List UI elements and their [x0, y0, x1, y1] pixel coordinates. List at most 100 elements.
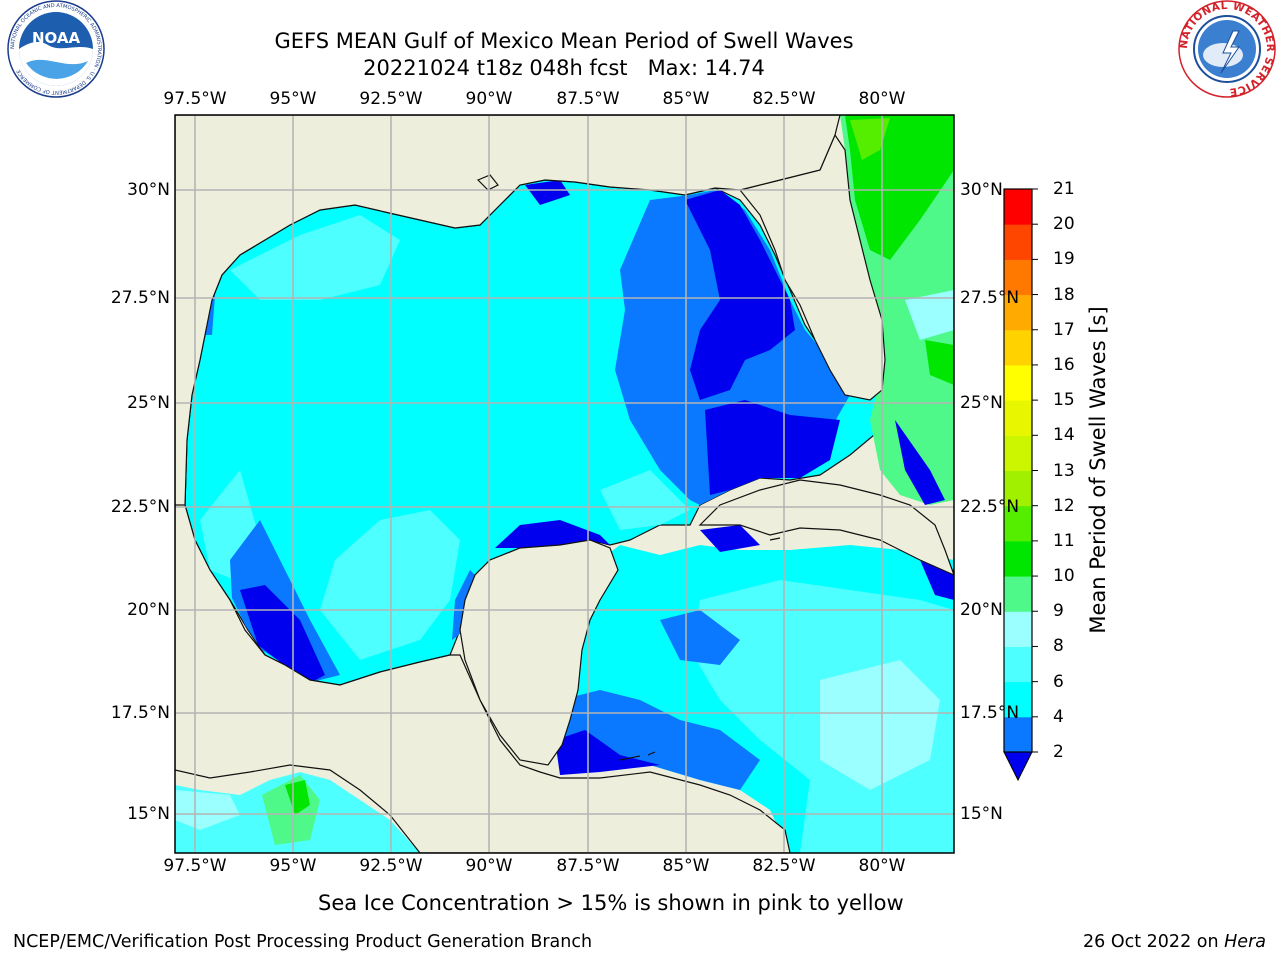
colorbar-band-13-14: [1004, 435, 1032, 471]
lon-label-top-3: 90°W: [465, 89, 513, 109]
lon-label-top-7: 80°W: [858, 89, 906, 109]
swell-8-9-bahamas: [905, 290, 954, 340]
colorbar-tick-label-0: 21: [1053, 179, 1075, 199]
colorbar-ticks: [1032, 188, 1038, 753]
colorbar-band-16-17: [1004, 329, 1032, 366]
colorbar-tick-label-12: 9: [1053, 601, 1064, 622]
colorbar-band-11-12: [1004, 505, 1032, 542]
colorbar-band-19-20: [1004, 224, 1032, 260]
lat-label-left-1: 27.5°N: [110, 288, 170, 308]
colorbar: [1003, 188, 1038, 782]
gridlines: [175, 115, 954, 853]
swell-8-9-pacific: [175, 790, 240, 830]
lon-label-top-4: 87.5°W: [556, 89, 620, 109]
lon-label-bottom-7: 80°W: [858, 856, 906, 876]
colorbar-tick-label-3: 18: [1053, 284, 1075, 305]
lon-label-bottom-6: 82.5°W: [752, 856, 816, 876]
lon-label-top-1: 95°W: [269, 89, 317, 109]
colorbar-title: Mean Period of Swell Waves [s]: [1086, 306, 1110, 634]
colorbar-tick-label-4: 17: [1053, 319, 1075, 340]
chart-title: GEFS MEAN Gulf of Mexico Mean Period of …: [274, 29, 854, 53]
swell-0-2-east-gulf: [685, 190, 795, 400]
lat-label-left-0: 30°N: [127, 180, 170, 200]
swell-0-2-cuba-south: [700, 525, 760, 552]
lon-label-bottom-2: 92.5°W: [359, 856, 423, 876]
lon-label-top-5: 85°W: [662, 89, 710, 109]
colorbar-tick-label-16: 2: [1053, 742, 1064, 762]
swell-6-8-nw: [230, 215, 400, 300]
colorbar-band-12-13: [1004, 470, 1032, 507]
swell-10-11-east: [925, 340, 954, 385]
colorbar-bands: [1004, 189, 1032, 753]
footer-date-text: 26 Oct 2022 on: [1083, 932, 1225, 952]
colorbar-tick-label-7: 14: [1053, 425, 1075, 446]
colorbar-band-20-21: [1004, 189, 1032, 225]
colorbar-band-18-19: [1004, 259, 1032, 296]
lat-label-left-3: 22.5°N: [110, 497, 170, 517]
colorbar-tick-label-2: 19: [1053, 249, 1075, 270]
swell-0-2-bahamas: [895, 420, 945, 505]
lon-label-top-0: 97.5°W: [163, 89, 227, 109]
colorbar-band-9-10: [1004, 576, 1032, 612]
colorbar-tick-label-15: 4: [1053, 706, 1064, 727]
lon-label-bottom-5: 85°W: [662, 856, 710, 876]
footer-credit: NCEP/EMC/Verification Post Processing Pr…: [13, 932, 593, 952]
swan-islands: [619, 751, 656, 761]
swell-0-2-honduras: [555, 730, 660, 775]
colorbar-band-6-8: [1004, 646, 1032, 683]
colorbar-tick-label-10: 11: [1053, 530, 1075, 551]
colorbar-band-15-16: [1004, 364, 1032, 401]
map-area: [175, 115, 954, 853]
lon-label-bottom-4: 87.5°W: [556, 856, 620, 876]
colorbar-band-2-4: [1004, 716, 1032, 753]
colorbar-extend-triangle: [1003, 751, 1033, 782]
colorbar-tick-label-13: 8: [1053, 636, 1064, 657]
lat-label-right-3: 22.5°N: [960, 497, 1020, 517]
colorbar-band-8-9: [1004, 611, 1032, 647]
lat-label-right-1: 27.5°N: [960, 288, 1020, 308]
colorbar-tick-label-11: 10: [1053, 566, 1075, 587]
lat-label-right-0: 30°N: [960, 180, 1003, 200]
swell-0-2-florida-straits: [705, 400, 840, 495]
swell-11-12-atlantic: [850, 118, 890, 160]
cayman-islands: [769, 537, 781, 541]
lat-label-right-2: 25°N: [960, 393, 1003, 413]
colorbar-band-10-11: [1004, 540, 1032, 577]
swell-10-11-pacific: [285, 780, 310, 815]
footer-host: Hera: [1224, 932, 1266, 952]
swell-0-2-north-coast: [525, 180, 570, 205]
swell-2-4-mid-caribbean: [660, 610, 740, 665]
colorbar-tick-label-5: 16: [1053, 354, 1075, 375]
colorbar-band-17-18: [1004, 294, 1032, 331]
lon-label-bottom-1: 95°W: [269, 856, 317, 876]
colorbar-tick-label-1: 20: [1053, 214, 1075, 235]
lat-label-left-5: 17.5°N: [110, 703, 170, 723]
map-frame: [174, 114, 955, 854]
yucatan-peninsula: [459, 539, 619, 766]
lat-label-right-4: 20°N: [960, 600, 1003, 620]
lat-label-right-5: 17.5°N: [960, 703, 1020, 723]
swell-6-8-east: [600, 470, 690, 530]
footer-date: 26 Oct 2022 on Hera: [1083, 932, 1266, 952]
lat-label-left-6: 15°N: [127, 804, 170, 824]
chart-subtitle: 20221024 t18z 048h fcst Max: 14.74: [363, 56, 765, 80]
sea-ice-note: Sea Ice Concentration > 15% is shown in …: [318, 891, 904, 915]
colorbar-band-4-6: [1004, 681, 1032, 718]
lon-label-top-6: 82.5°W: [752, 89, 816, 109]
colorbar-tick-label-14: 6: [1053, 671, 1064, 692]
florida-peninsula: [738, 133, 886, 401]
swell-6-8-south: [320, 510, 460, 660]
colorbar-tick-label-6: 15: [1053, 390, 1075, 411]
mississippi-delta: [476, 174, 499, 191]
central-america: [175, 469, 791, 853]
swell-8-9-caribbean: [820, 660, 940, 790]
colorbar-band-14-15: [1004, 400, 1032, 436]
lat-label-left-4: 20°N: [127, 600, 170, 620]
lon-label-top-2: 92.5°W: [359, 89, 423, 109]
colorbar-tick-label-9: 12: [1053, 495, 1075, 516]
lat-label-left-2: 25°N: [127, 393, 170, 413]
cuba-island: [698, 479, 954, 576]
colorbar-tick-label-8: 13: [1053, 460, 1075, 481]
lon-label-bottom-0: 97.5°W: [163, 856, 227, 876]
